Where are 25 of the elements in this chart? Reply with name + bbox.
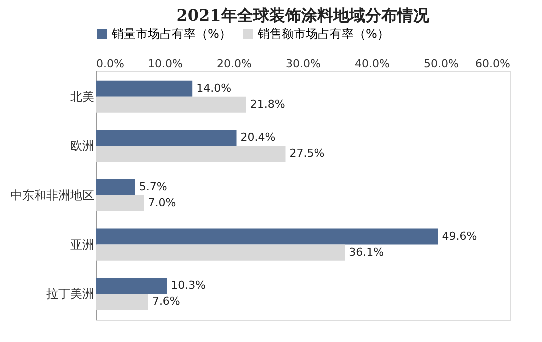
y-tick-label: 欧洲: [70, 139, 94, 154]
x-tick-label: 50.0%: [424, 58, 459, 70]
data-label: 20.4%: [240, 131, 276, 144]
chart-title: 2021年全球装饰涂料地域分布情况: [176, 6, 430, 25]
x-tick-label: 20.0%: [217, 58, 252, 70]
data-label: 27.5%: [290, 147, 325, 160]
x-tick-label: 30.0%: [286, 58, 321, 70]
x-tick-label: 60.0%: [476, 58, 510, 70]
data-label: 5.7%: [139, 180, 168, 194]
legend-label: 销量市场占有率（%）: [111, 27, 232, 41]
data-label: 36.1%: [349, 246, 384, 259]
data-label: 49.6%: [442, 230, 478, 243]
data-label: 7.6%: [152, 295, 180, 308]
data-label: 7.0%: [148, 196, 176, 210]
x-tick-label: 10.0%: [148, 58, 183, 70]
data-label: 10.3%: [171, 279, 206, 292]
y-tick-label: 拉丁美洲: [46, 287, 94, 302]
x-tick-label: 0.0%: [96, 58, 124, 70]
data-label: 21.8%: [250, 98, 286, 111]
x-tick-label: 40.0%: [355, 58, 390, 70]
y-tick-label: 中东和非洲地区: [10, 188, 94, 202]
legend-label: 销售额市场占有率（%）: [257, 27, 390, 41]
data-label: 14.0%: [196, 82, 232, 95]
y-tick-label: 亚洲: [70, 238, 94, 252]
y-tick-label: 北美: [70, 90, 94, 104]
